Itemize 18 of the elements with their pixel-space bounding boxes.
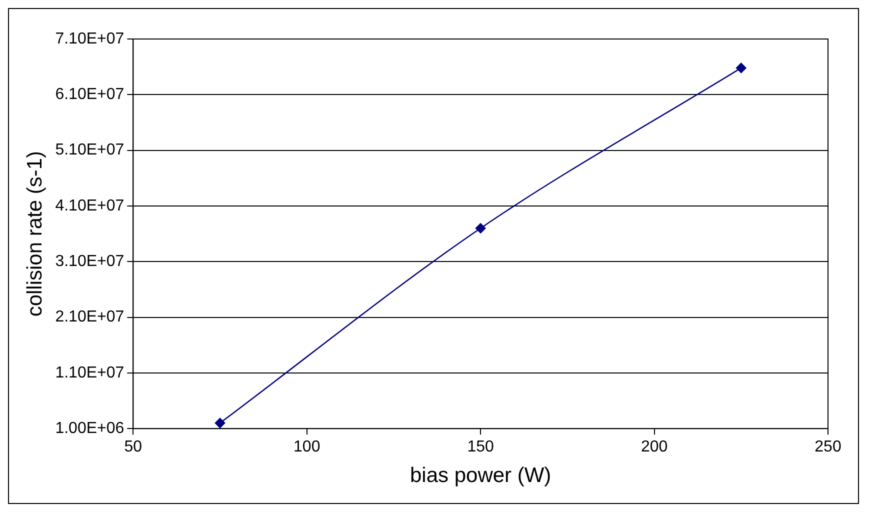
y-tick-label: 1.00E+06 [55, 420, 124, 438]
point [736, 62, 746, 74]
x-tick-label: 200 [640, 438, 668, 456]
x-tick-label: 150 [467, 438, 494, 456]
point [475, 223, 486, 234]
y-tick-label: 6.10E+07 [55, 86, 124, 104]
x-tick-label: 50 [124, 438, 142, 456]
y-axis-title: collision rate (s-1) [23, 150, 46, 317]
y-tick-label: 5.10E+07 [55, 142, 124, 159]
x-tick-label: 250 [814, 438, 842, 456]
x-tick-label: 100 [294, 438, 320, 456]
y-tick-label: 4.10E+07 [55, 197, 124, 214]
y-tick-label: 1.10E+07 [55, 364, 124, 382]
y-tick-label: 7.10E+07 [55, 30, 124, 48]
point [214, 418, 226, 428]
x-axis-title: bias power (W) [410, 464, 552, 488]
y-tick-label: 2.10E+07 [55, 308, 124, 326]
y-tick-label: 3.10E+07 [55, 253, 124, 270]
